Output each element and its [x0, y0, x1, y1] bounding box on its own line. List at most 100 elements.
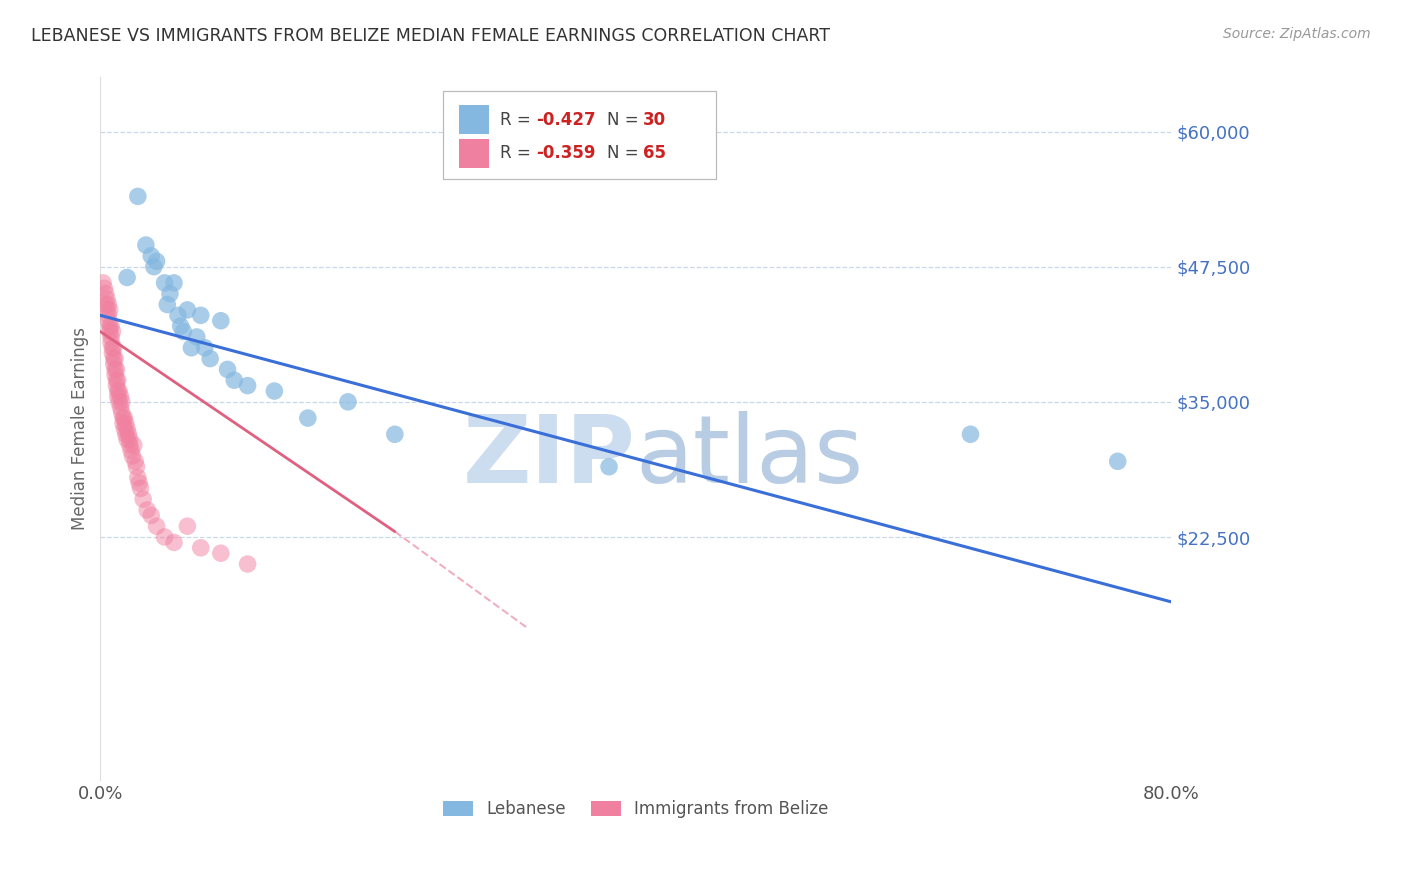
Point [103, 341, 125, 355]
Text: 30: 30 [644, 111, 666, 128]
Point [180, 341, 202, 355]
Point [101, 325, 124, 339]
Point [111, 394, 134, 409]
Point [141, 508, 163, 523]
Text: Source: ZipAtlas.com: Source: ZipAtlas.com [1223, 27, 1371, 41]
Point [122, 438, 145, 452]
Point [145, 519, 167, 533]
Point [104, 368, 127, 382]
Point [105, 362, 128, 376]
Text: LEBANESE VS IMMIGRANTS FROM BELIZE MEDIAN FEMALE EARNINGS CORRELATION CHART: LEBANESE VS IMMIGRANTS FROM BELIZE MEDIA… [31, 27, 830, 45]
Point [97, 314, 120, 328]
Point [98, 319, 121, 334]
Text: ZIP: ZIP [463, 411, 636, 503]
Text: R =: R = [499, 145, 536, 162]
Point [128, 475, 150, 490]
Point [176, 302, 198, 317]
Point [135, 238, 157, 252]
Point [217, 362, 239, 376]
Point [120, 443, 142, 458]
Point [97, 297, 120, 311]
Point [167, 309, 190, 323]
Point [121, 449, 143, 463]
FancyBboxPatch shape [443, 92, 716, 179]
Point [163, 276, 186, 290]
Point [136, 503, 159, 517]
Point [142, 260, 165, 274]
Point [114, 411, 136, 425]
Point [209, 546, 232, 560]
Point [108, 384, 131, 398]
Point [112, 411, 135, 425]
Point [94, 286, 117, 301]
Point [98, 325, 121, 339]
Text: atlas: atlas [636, 411, 865, 503]
Point [100, 335, 122, 350]
Point [209, 314, 232, 328]
Point [103, 357, 125, 371]
Point [100, 330, 122, 344]
Point [110, 389, 132, 403]
Point [132, 492, 155, 507]
Text: N =: N = [607, 111, 644, 128]
Point [112, 417, 135, 431]
Point [115, 433, 138, 447]
Point [94, 297, 117, 311]
Point [91, 276, 114, 290]
Point [186, 330, 208, 344]
Point [104, 351, 127, 366]
Point [156, 297, 179, 311]
Text: -0.427: -0.427 [536, 111, 596, 128]
Point [163, 535, 186, 549]
Point [959, 427, 981, 442]
Point [159, 286, 181, 301]
Point [145, 254, 167, 268]
Point [598, 459, 620, 474]
Point [104, 362, 127, 376]
Point [115, 270, 138, 285]
Point [124, 454, 146, 468]
Point [96, 302, 118, 317]
Point [297, 411, 319, 425]
Point [101, 341, 124, 355]
Point [108, 394, 131, 409]
Point [97, 309, 120, 323]
Point [111, 406, 134, 420]
Y-axis label: Median Female Earnings: Median Female Earnings [72, 327, 89, 531]
Point [117, 427, 139, 442]
Point [153, 530, 176, 544]
Text: -0.359: -0.359 [536, 145, 596, 162]
Text: 65: 65 [644, 145, 666, 162]
Point [190, 541, 212, 555]
Point [194, 341, 217, 355]
Point [224, 373, 246, 387]
Point [337, 394, 360, 409]
Point [114, 427, 136, 442]
Point [129, 481, 152, 495]
Point [96, 292, 118, 306]
Bar [460, 138, 489, 168]
Point [100, 319, 122, 334]
Point [115, 422, 138, 436]
Point [98, 302, 121, 317]
Point [105, 378, 128, 392]
Point [110, 401, 132, 415]
Point [105, 373, 128, 387]
Point [172, 325, 194, 339]
Point [263, 384, 285, 398]
Point [1107, 454, 1129, 468]
Point [153, 276, 176, 290]
Point [127, 470, 149, 484]
Text: N =: N = [607, 145, 644, 162]
Point [198, 351, 221, 366]
Point [107, 384, 129, 398]
Point [103, 351, 125, 366]
Point [114, 422, 136, 436]
Point [93, 281, 115, 295]
Bar [460, 105, 489, 135]
Point [114, 417, 136, 431]
Point [107, 389, 129, 403]
Point [141, 249, 163, 263]
Point [190, 309, 212, 323]
Point [236, 378, 259, 392]
